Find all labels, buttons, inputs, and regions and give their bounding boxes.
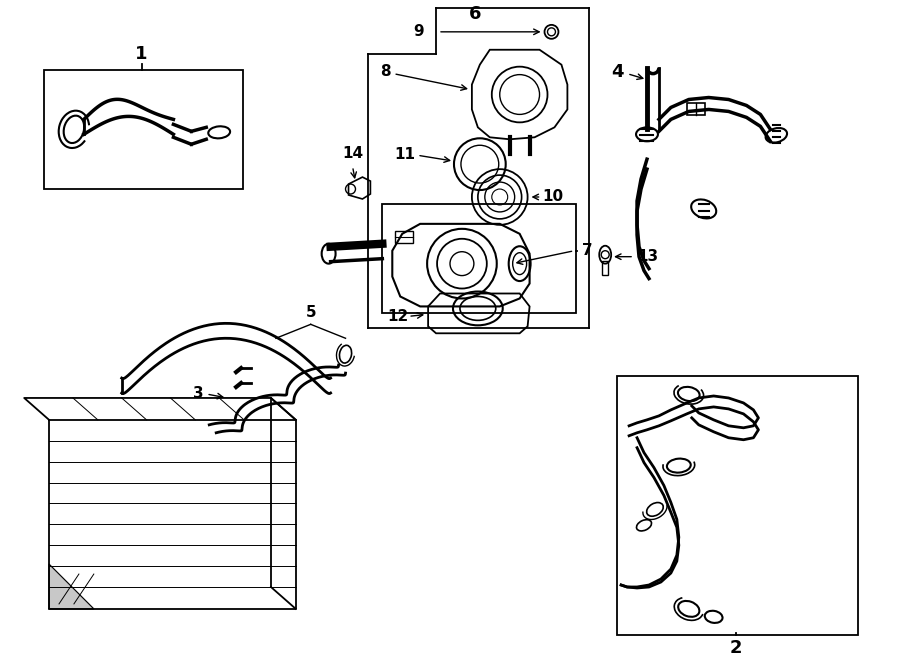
Text: 14: 14: [342, 146, 363, 161]
Text: 3: 3: [193, 387, 203, 401]
Text: 2: 2: [729, 639, 742, 657]
Text: 12: 12: [387, 309, 409, 324]
Text: 5: 5: [305, 305, 316, 321]
Bar: [44, 69, 243, 189]
Text: 7: 7: [582, 243, 593, 258]
Bar: [617, 376, 858, 635]
Bar: [395, 231, 413, 243]
Polygon shape: [50, 564, 94, 609]
Text: 9: 9: [413, 24, 424, 40]
Text: 10: 10: [543, 190, 563, 204]
Bar: [382, 204, 576, 313]
Text: 13: 13: [637, 249, 658, 264]
Text: 11: 11: [394, 147, 415, 162]
Text: 1: 1: [135, 45, 148, 63]
Bar: [687, 104, 705, 116]
Text: 8: 8: [380, 64, 391, 79]
Bar: [602, 260, 608, 274]
Text: 4: 4: [611, 63, 624, 81]
Text: 6: 6: [469, 5, 482, 23]
